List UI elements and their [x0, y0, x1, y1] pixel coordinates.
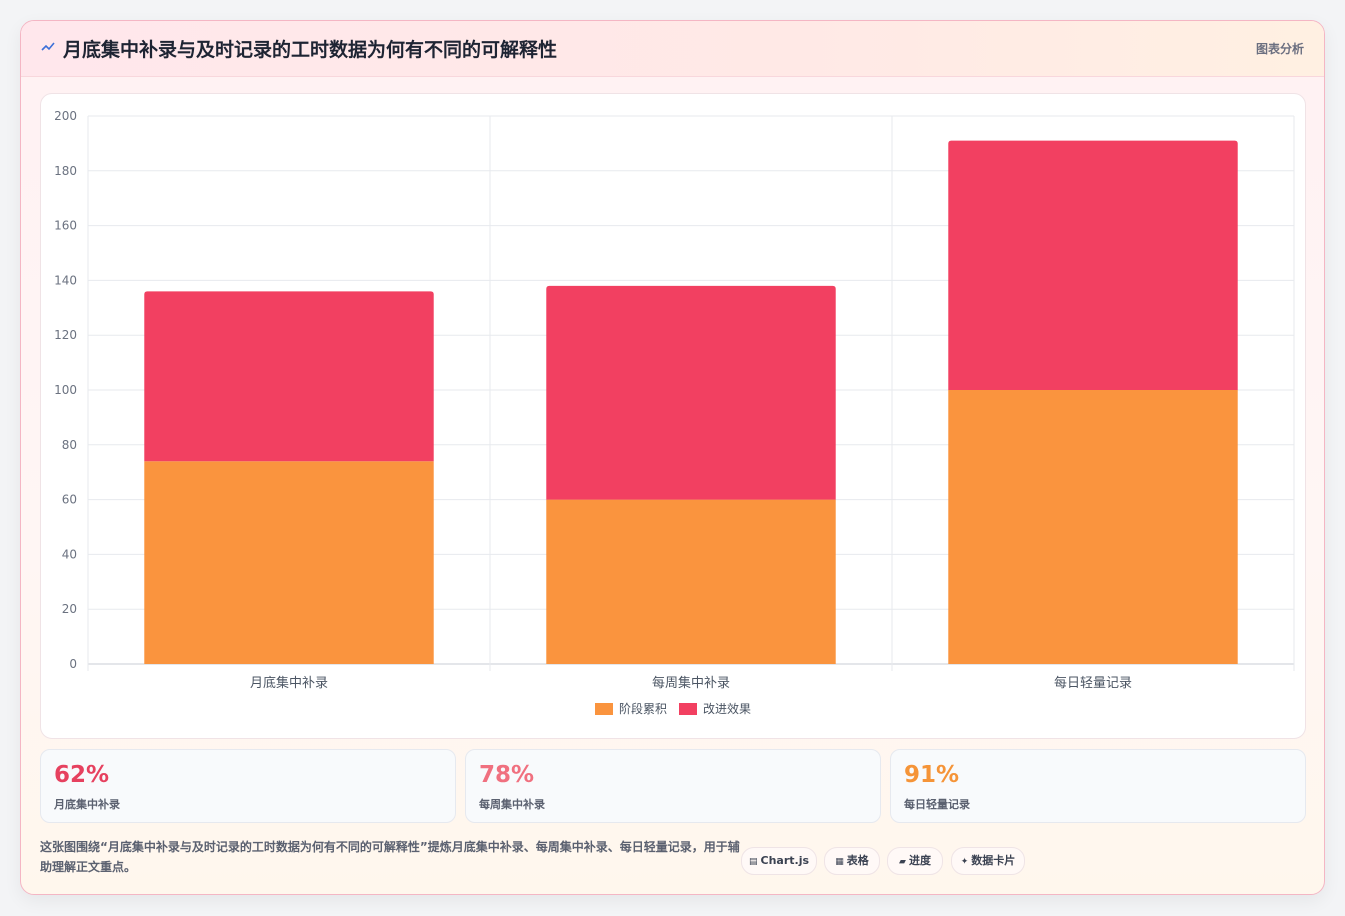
pill-label: Chart.js [760, 854, 810, 867]
y-tick-label: 120 [54, 328, 77, 342]
legend-label: 改进效果 [703, 701, 751, 716]
stat-value: 62% [54, 762, 110, 788]
chart-description: 这张图围绕“月底集中补录与及时记录的工时数据为何有不同的可解释性”提炼月底集中补… [40, 840, 740, 874]
x-tick-label: 月底集中补录 [250, 675, 328, 691]
progress-icon: ▰ [899, 857, 906, 867]
y-tick-label: 200 [54, 109, 77, 123]
pill-chartjs[interactable]: ▤ Chart.js [741, 847, 817, 875]
legend-swatch [595, 703, 613, 715]
legend-swatch [679, 703, 697, 715]
card-header: 月底集中补录与及时记录的工时数据为何有不同的可解释性 图表分析 [21, 21, 1324, 77]
bar-segment [144, 291, 434, 462]
data-card-icon: ✦ [960, 857, 969, 867]
page-title: 月底集中补录与及时记录的工时数据为何有不同的可解释性 [63, 39, 558, 61]
stat-value: 78% [479, 762, 535, 788]
stat-label: 月底集中补录 [54, 798, 120, 811]
bar-segment [948, 390, 1238, 664]
x-tick-label: 每周集中补录 [652, 675, 730, 691]
pill-table[interactable]: ▦ 表格 [824, 847, 880, 875]
pill-label: 表格 [846, 854, 869, 867]
pill-progress[interactable]: ▰ 进度 [887, 847, 943, 875]
bar-segment [546, 285, 836, 500]
stat-card-2: 91% 每日轻量记录 [890, 749, 1306, 823]
bar-segment [144, 461, 434, 664]
legend-label: 阶段累积 [619, 701, 667, 716]
chart-card: 月底集中补录与及时记录的工时数据为何有不同的可解释性 图表分析 0 20 40 60 8… [20, 20, 1325, 895]
y-tick-label: 180 [54, 164, 77, 178]
x-tick-label: 每日轻量记录 [1054, 675, 1132, 691]
stat-value: 91% [904, 762, 960, 788]
y-tick-label: 0 [69, 657, 77, 671]
y-tick-label: 160 [54, 219, 77, 233]
chart-line-icon [41, 42, 55, 51]
bar-segment [546, 499, 836, 664]
bar-segment [948, 140, 1238, 390]
pill-data-card[interactable]: ✦ 数据卡片 [951, 847, 1025, 875]
chart-analysis-tag: 图表分析 [1255, 42, 1304, 56]
stat-card-1: 78% 每周集中补录 [465, 749, 881, 823]
chartjs-icon: ▤ [748, 857, 758, 867]
table-icon: ▦ [835, 857, 844, 867]
stacked-bar-chart: 0 20 40 60 80 100 120 140 160 180 200 月底集中补录 每周集中补录 每… [54, 109, 1295, 716]
stat-label: 每日轻量记录 [904, 798, 970, 811]
pill-label: 进度 [908, 854, 931, 867]
y-tick-label: 140 [54, 273, 77, 287]
stat-label: 每周集中补录 [479, 798, 545, 811]
pill-label: 数据卡片 [971, 854, 1016, 867]
y-tick-label: 80 [62, 438, 77, 452]
y-tick-label: 20 [62, 602, 77, 616]
stat-card-0: 62% 月底集中补录 [40, 749, 456, 823]
y-tick-label: 60 [62, 493, 77, 507]
chart-container: 0 20 40 60 80 100 120 140 160 180 200 月底集中补录 每周集中补录 每… [40, 93, 1306, 739]
y-tick-label: 100 [54, 383, 77, 397]
y-tick-label: 40 [62, 547, 77, 561]
